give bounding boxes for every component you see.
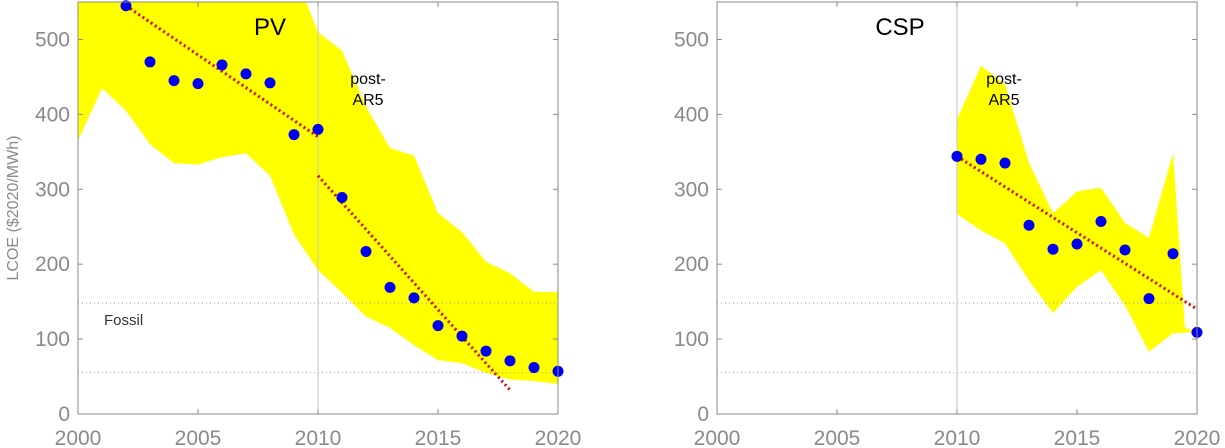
pv-data-point-2004 [168,75,180,87]
pv-post-ar5-annotation-line-2: AR5 [352,92,383,109]
csp-panel-title: CSP [875,14,924,41]
csp-panel: 0 100 200 300 400 500 2000 2005 2010 2015 2020 CSP p… [674,1,1221,448]
pv-data-point-2011 [336,192,348,204]
pv-panel-title: PV [254,14,286,41]
pv-x-tick-label-2000: 2000 [55,427,102,448]
pv-data-point-2006 [216,59,228,71]
pv-data-point-2013 [384,281,396,293]
csp-y-tick-label-0: 0 [697,403,709,426]
pv-data-point-2014 [408,292,420,304]
csp-post-ar5-annotation-line-1: post- [986,71,1022,88]
pv-data-point-2008 [264,77,276,89]
csp-y-tick-label-200: 200 [674,253,709,276]
csp-x-tick-label-2010: 2010 [934,427,981,448]
pv-data-point-2009 [288,129,300,141]
pv-y-tick-label-400: 400 [35,103,70,126]
pv-x-tick-label-2020: 2020 [535,427,582,448]
pv-y-tick-label-500: 500 [35,28,70,51]
csp-x-tick-label-2020: 2020 [1174,427,1221,448]
csp-y-tick-label-300: 300 [674,178,709,201]
csp-data-point-2015 [1071,238,1083,250]
pv-x-tick-label-2010: 2010 [295,427,342,448]
csp-y-tick-label-100: 100 [674,328,709,351]
csp-data-point-2016 [1095,215,1107,227]
csp-x-tick-label-2005: 2005 [814,427,861,448]
pv-data-point-2003 [144,56,156,68]
csp-y-tick-label-500: 500 [674,28,709,51]
pv-panel: 0 100 200 300 400 500 2000 2005 2010 2015 2020 PV po… [35,0,581,448]
pv-y-tick-label-300: 300 [35,178,70,201]
csp-y-tick-label-400: 400 [674,103,709,126]
pv-y-tick-label-200: 200 [35,253,70,276]
pv-data-point-2017 [480,345,492,357]
pv-data-point-2007 [240,68,252,80]
csp-data-point-2013 [1023,219,1035,231]
csp-data-point-2019 [1167,248,1179,260]
pv-trend-line-1 [125,4,319,139]
pv-data-point-2016 [456,330,468,342]
pv-data-point-2019 [528,362,540,374]
csp-data-point-2014 [1047,243,1059,255]
pv-data-point-2010 [312,123,324,135]
csp-x-tick-label-2000: 2000 [694,427,741,448]
pv-y-tick-label-100: 100 [35,328,70,351]
pv-data-point-2012 [360,245,372,257]
csp-data-point-2011 [975,153,987,165]
pv-x-tick-label-2005: 2005 [175,427,222,448]
csp-cost-range-band [957,65,1197,352]
pv-x-tick-label-2015: 2015 [415,427,462,448]
csp-data-point-2017 [1119,244,1131,256]
csp-data-point-2018 [1143,293,1155,305]
fossil-label: Fossil [104,312,143,329]
csp-x-tick-label-2015: 2015 [1054,427,1101,448]
csp-post-ar5-annotation-line-2: AR5 [988,92,1019,109]
pv-post-ar5-annotation-line-1: post- [350,71,386,88]
csp-data-point-2012 [999,157,1011,169]
pv-data-point-2015 [432,320,444,332]
pv-y-tick-label-0: 0 [58,403,70,426]
pv-data-point-2018 [504,355,516,367]
pv-data-point-2002 [120,0,132,12]
y-axis-label: LCOE ($2020/MWh) [5,136,22,281]
pv-data-point-2005 [192,78,204,90]
csp-data-point-2010 [951,150,963,162]
